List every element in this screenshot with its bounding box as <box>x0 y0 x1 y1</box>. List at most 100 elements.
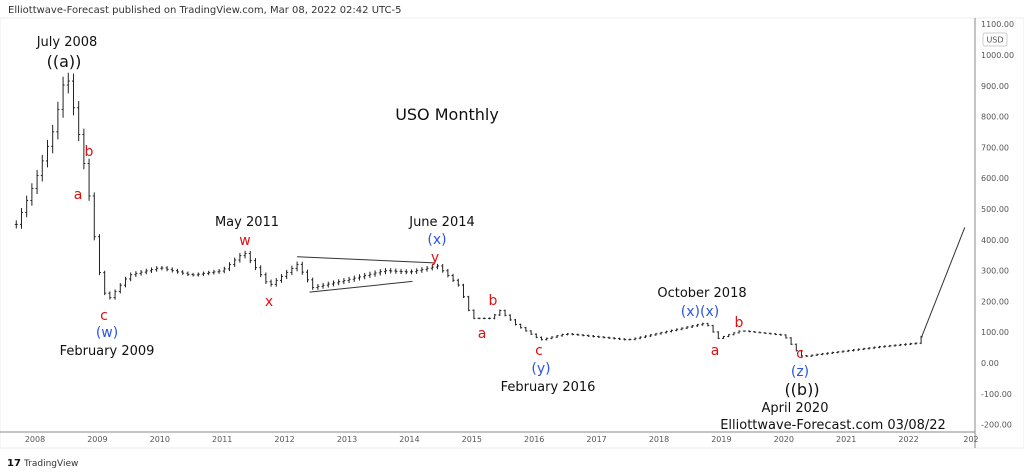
ohlc-bar <box>461 283 465 299</box>
ohlc-bar <box>285 269 289 280</box>
ohlc-bar <box>389 268 393 274</box>
ohlc-bar <box>108 291 112 300</box>
ohlc-bar <box>170 267 174 273</box>
ohlc-bar <box>207 270 211 276</box>
ohlc-bar <box>857 348 861 351</box>
ohlc-bar <box>337 279 341 286</box>
ohlc-bar <box>768 332 772 335</box>
ohlc-bar <box>493 313 497 320</box>
ohlc-bar <box>113 289 117 300</box>
ohlc-bar <box>160 265 164 271</box>
ohlc-bar <box>519 323 523 329</box>
time-tick-label: 2013 <box>337 435 357 444</box>
ohlc-bar <box>581 334 585 337</box>
projection-line <box>920 227 966 339</box>
chart-frame <box>0 17 1024 449</box>
ohlc-bar <box>867 347 871 350</box>
ohlc-bar <box>732 332 736 336</box>
time-tick-label: 2012 <box>274 435 294 444</box>
ohlc-bar <box>222 266 226 274</box>
price-tick-label: 400.00 <box>981 236 1009 245</box>
label-feb-2016: February 2016 <box>501 380 596 395</box>
ohlc-bar <box>747 330 751 333</box>
ohlc-bar <box>217 269 221 274</box>
time-tick-label: 2014 <box>399 435 419 444</box>
ohlc-bar <box>144 268 148 275</box>
ohlc-bar <box>311 277 315 290</box>
ohlc-bar <box>597 335 601 338</box>
ohlc-bar <box>664 330 668 334</box>
ohlc-bar <box>529 330 533 335</box>
time-tick-label: 2010 <box>150 435 170 444</box>
ohlc-bar <box>87 158 91 201</box>
ohlc-bar <box>763 332 767 334</box>
ohlc-bar <box>19 207 23 229</box>
ohlc-bar <box>617 337 621 341</box>
ohlc-bar <box>576 333 580 336</box>
ohlc-bar <box>196 272 200 277</box>
wave-b-3: b <box>735 315 744 331</box>
price-tick-label: 1100.00 <box>981 20 1014 29</box>
ohlc-bar <box>758 331 762 334</box>
time-tick-label: 2008 <box>25 435 45 444</box>
ohlc-bar <box>378 269 382 276</box>
ohlc-bar <box>300 261 304 275</box>
ohlc-bar <box>820 352 824 356</box>
time-axis[interactable]: 2008 2009 2010 2011 2012 2013 2014 2015 2016 2017… <box>25 435 979 444</box>
ohlc-bar <box>456 278 460 287</box>
ohlc-bar <box>877 345 881 349</box>
ohlc-bar <box>441 263 445 273</box>
wave-x-red: x <box>265 294 273 310</box>
price-tick-label: 300.00 <box>981 267 1009 276</box>
price-axis[interactable]: 1100.00 1000.00 900.00 800.00 700.00 600.00 50… <box>981 20 1014 429</box>
ohlc-bar <box>586 334 590 337</box>
ohlc-bar <box>805 355 809 357</box>
ohlc-bar <box>51 124 55 154</box>
ohlc-bar <box>186 271 190 277</box>
price-tick-label: -200.00 <box>981 421 1012 430</box>
ohlc-bar <box>368 271 372 279</box>
ohlc-bar <box>175 268 179 274</box>
ohlc-bar <box>836 350 840 354</box>
ohlc-bar <box>550 336 554 340</box>
wave-a-3: a <box>711 343 720 359</box>
ohlc-bar <box>810 354 814 357</box>
ohlc-bar <box>149 267 153 274</box>
ohlc-bar <box>716 331 720 340</box>
ohlc-bar <box>675 328 679 332</box>
ohlc-bar <box>451 273 455 282</box>
ohlc-bar <box>477 317 481 320</box>
ohlc-bar <box>103 270 107 296</box>
ohlc-bar <box>638 336 642 340</box>
ohlc-bar <box>35 169 39 195</box>
ohlc-bar <box>612 337 616 340</box>
ohlc-bar <box>851 349 855 352</box>
ohlc-bar <box>467 295 471 312</box>
ohlc-bar <box>799 349 803 357</box>
time-tick-label: 202 <box>963 435 978 444</box>
ohlc-bar <box>347 276 351 284</box>
time-tick-label: 2018 <box>649 435 669 444</box>
ohlc-bar <box>633 337 637 341</box>
ohlc-bar <box>685 326 689 330</box>
ohlc-bar <box>539 336 543 341</box>
ohlc-bar <box>909 342 913 346</box>
tradingview-logo[interactable]: 17 TradingView <box>7 458 78 469</box>
ohlc-bar <box>508 314 512 321</box>
ohlc-bar <box>862 347 866 351</box>
ohlc-bar <box>446 268 450 278</box>
ohlc-bar <box>727 334 731 338</box>
ohlc-bar <box>825 352 829 355</box>
ohlc-bar <box>420 267 424 273</box>
ohlc-bar <box>394 268 398 274</box>
ohlc-bar <box>134 271 138 277</box>
ohlc-bar <box>503 309 507 317</box>
ohlc-bar <box>888 344 892 348</box>
label-july-2008: July 2008 <box>36 35 98 50</box>
chart-title: USO Monthly <box>395 105 499 124</box>
wave-x-blue: (x) <box>427 232 446 248</box>
ohlc-bar <box>305 269 309 283</box>
ohlc-bar <box>238 253 242 263</box>
ohlc-bar <box>82 128 86 170</box>
